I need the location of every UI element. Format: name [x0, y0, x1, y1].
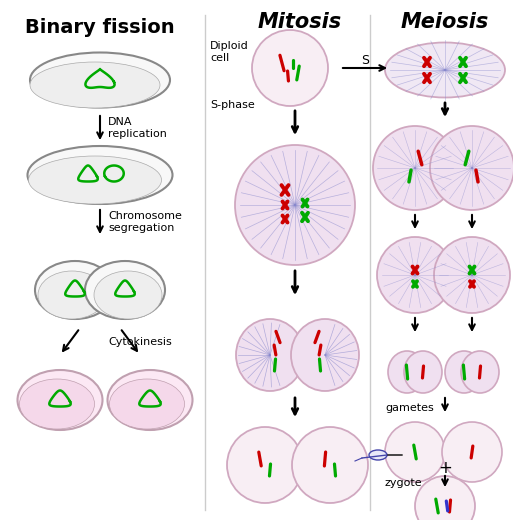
Text: Cytokinesis: Cytokinesis — [108, 337, 172, 347]
Ellipse shape — [404, 351, 442, 393]
Text: Diploid
cell: Diploid cell — [210, 41, 249, 63]
Text: Meiosis: Meiosis — [401, 12, 489, 32]
Circle shape — [385, 422, 445, 482]
Text: Binary fission: Binary fission — [25, 18, 175, 37]
Text: Chromosome
segregation: Chromosome segregation — [108, 211, 182, 233]
Text: S: S — [361, 54, 369, 67]
Circle shape — [373, 126, 457, 210]
Text: gametes: gametes — [385, 403, 434, 413]
Text: S-phase: S-phase — [210, 100, 255, 110]
Circle shape — [434, 237, 510, 313]
Ellipse shape — [85, 261, 165, 319]
Text: zygote: zygote — [385, 478, 423, 488]
Ellipse shape — [17, 370, 103, 430]
Ellipse shape — [30, 53, 170, 108]
Ellipse shape — [388, 351, 426, 393]
Circle shape — [252, 30, 328, 106]
Ellipse shape — [369, 450, 387, 460]
Ellipse shape — [19, 379, 94, 429]
Text: Mitosis: Mitosis — [258, 12, 342, 32]
Ellipse shape — [35, 261, 115, 319]
Ellipse shape — [94, 271, 162, 319]
Circle shape — [430, 126, 513, 210]
Ellipse shape — [445, 351, 483, 393]
Circle shape — [292, 427, 368, 503]
Text: +: + — [438, 459, 452, 477]
Ellipse shape — [236, 319, 304, 391]
Ellipse shape — [29, 156, 162, 204]
Circle shape — [227, 427, 303, 503]
Ellipse shape — [38, 271, 106, 319]
Ellipse shape — [291, 319, 359, 391]
Ellipse shape — [30, 62, 160, 108]
Circle shape — [235, 145, 355, 265]
Text: DNA
replication: DNA replication — [108, 117, 167, 139]
Ellipse shape — [28, 146, 172, 204]
Ellipse shape — [461, 351, 499, 393]
Ellipse shape — [109, 379, 185, 429]
Circle shape — [442, 422, 502, 482]
Ellipse shape — [108, 370, 192, 430]
Ellipse shape — [385, 43, 505, 98]
Circle shape — [377, 237, 453, 313]
Circle shape — [415, 476, 475, 520]
